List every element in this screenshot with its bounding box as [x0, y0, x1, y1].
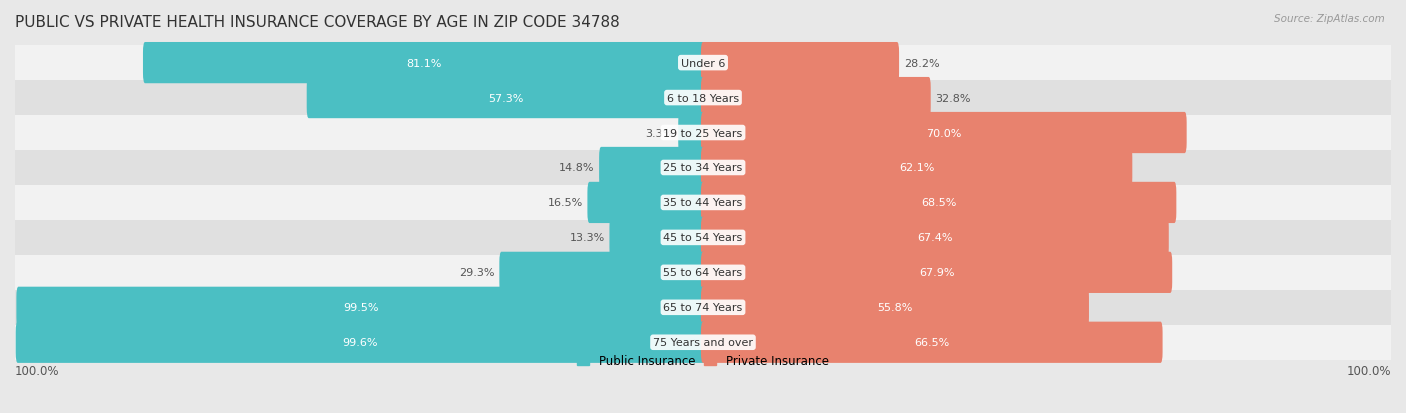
FancyBboxPatch shape [702, 147, 1132, 189]
FancyBboxPatch shape [307, 78, 704, 119]
FancyBboxPatch shape [17, 287, 704, 328]
Text: 3.3%: 3.3% [645, 128, 673, 138]
Text: 67.9%: 67.9% [920, 268, 955, 278]
FancyBboxPatch shape [702, 217, 1168, 259]
Bar [1, 255, 1405, 290]
Text: 70.0%: 70.0% [927, 128, 962, 138]
Legend: Public Insurance, Private Insurance: Public Insurance, Private Insurance [572, 350, 834, 372]
FancyBboxPatch shape [678, 113, 704, 154]
Text: 55.8%: 55.8% [877, 303, 912, 313]
Text: 68.5%: 68.5% [921, 198, 956, 208]
FancyBboxPatch shape [702, 78, 931, 119]
Text: PUBLIC VS PRIVATE HEALTH INSURANCE COVERAGE BY AGE IN ZIP CODE 34788: PUBLIC VS PRIVATE HEALTH INSURANCE COVER… [15, 15, 620, 30]
Text: 67.4%: 67.4% [917, 233, 953, 243]
Text: 55 to 64 Years: 55 to 64 Years [664, 268, 742, 278]
Text: 13.3%: 13.3% [569, 233, 605, 243]
FancyBboxPatch shape [143, 43, 704, 84]
Text: 100.0%: 100.0% [1347, 364, 1391, 377]
Bar [1, 81, 1405, 116]
Text: 19 to 25 Years: 19 to 25 Years [664, 128, 742, 138]
Bar [1, 185, 1405, 221]
Text: 100.0%: 100.0% [15, 364, 59, 377]
Text: 99.5%: 99.5% [343, 303, 378, 313]
FancyBboxPatch shape [702, 252, 1173, 293]
Text: Source: ZipAtlas.com: Source: ZipAtlas.com [1274, 14, 1385, 24]
Text: 75 Years and over: 75 Years and over [652, 337, 754, 347]
FancyBboxPatch shape [702, 322, 1163, 363]
FancyBboxPatch shape [609, 217, 704, 259]
Text: 14.8%: 14.8% [558, 163, 595, 173]
Bar [1, 116, 1405, 151]
Text: 29.3%: 29.3% [458, 268, 495, 278]
FancyBboxPatch shape [15, 322, 704, 363]
Bar [1, 46, 1405, 81]
Text: 65 to 74 Years: 65 to 74 Years [664, 303, 742, 313]
Bar [1, 221, 1405, 255]
Text: 57.3%: 57.3% [488, 93, 523, 103]
Text: 45 to 54 Years: 45 to 54 Years [664, 233, 742, 243]
Bar [1, 325, 1405, 360]
Text: 62.1%: 62.1% [898, 163, 935, 173]
FancyBboxPatch shape [499, 252, 704, 293]
FancyBboxPatch shape [702, 113, 1187, 154]
Text: 16.5%: 16.5% [547, 198, 582, 208]
Text: 35 to 44 Years: 35 to 44 Years [664, 198, 742, 208]
Text: 6 to 18 Years: 6 to 18 Years [666, 93, 740, 103]
FancyBboxPatch shape [599, 147, 704, 189]
FancyBboxPatch shape [702, 287, 1090, 328]
Text: 99.6%: 99.6% [343, 337, 378, 347]
Text: 25 to 34 Years: 25 to 34 Years [664, 163, 742, 173]
FancyBboxPatch shape [702, 183, 1177, 223]
Text: 28.2%: 28.2% [904, 59, 939, 69]
FancyBboxPatch shape [588, 183, 704, 223]
Text: Under 6: Under 6 [681, 59, 725, 69]
Bar [1, 151, 1405, 185]
Text: 81.1%: 81.1% [406, 59, 441, 69]
Text: 66.5%: 66.5% [914, 337, 949, 347]
Text: 32.8%: 32.8% [935, 93, 972, 103]
FancyBboxPatch shape [702, 43, 898, 84]
Bar [1, 290, 1405, 325]
